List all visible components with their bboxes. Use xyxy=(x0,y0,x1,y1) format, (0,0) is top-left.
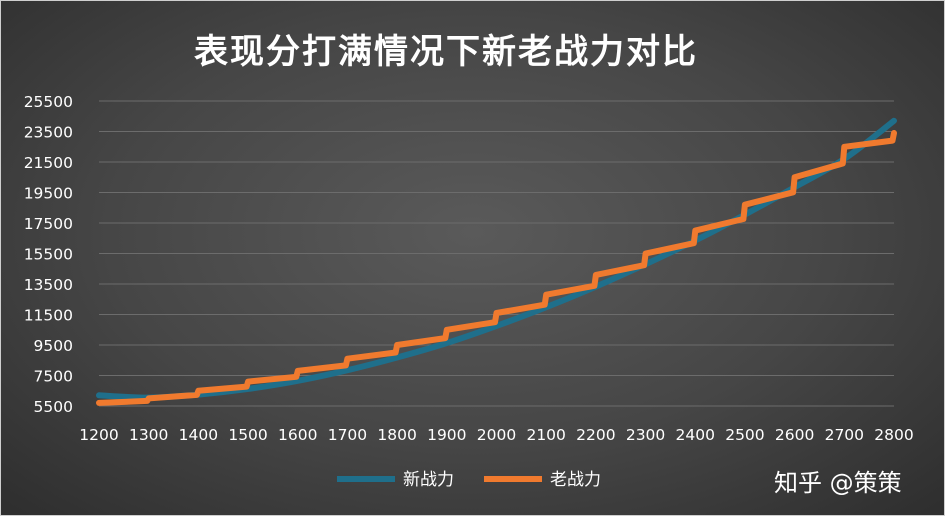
x-tick-label: 1300 xyxy=(129,426,168,444)
series-line-1 xyxy=(96,117,897,401)
legend-label: 老战力 xyxy=(550,470,601,490)
grid-lines xyxy=(99,100,894,407)
x-tick-label: 1600 xyxy=(278,426,317,444)
y-axis-ticks: 5500 7500 9500 11500 13500 15500 17500 19500 215… xyxy=(24,93,73,416)
y-tick-label: 5500 xyxy=(34,398,73,416)
x-axis-ticks: 1200 1300 1400 1500 1600 1700 1800 1900 2000 2100… xyxy=(79,426,913,444)
legend: 新战力 老战力 xyxy=(337,470,601,490)
series-line-2 xyxy=(96,130,897,406)
y-tick-label: 17500 xyxy=(24,215,73,233)
x-tick-label: 2600 xyxy=(775,426,814,444)
y-tick-label: 15500 xyxy=(24,246,73,264)
x-tick-label: 1700 xyxy=(328,426,367,444)
x-tick-label: 2200 xyxy=(576,426,615,444)
x-tick-label: 2800 xyxy=(874,426,913,444)
y-tick-label: 9500 xyxy=(34,337,73,355)
x-tick-label: 1800 xyxy=(377,426,416,444)
series-lines xyxy=(96,117,897,406)
y-tick-label: 11500 xyxy=(24,307,73,325)
watermark: 知乎 @策策 xyxy=(774,469,902,497)
x-tick-label: 1500 xyxy=(228,426,267,444)
y-tick-label: 23500 xyxy=(24,124,73,142)
y-tick-label: 21500 xyxy=(24,154,73,172)
y-tick-label: 25500 xyxy=(24,93,73,111)
y-tick-label: 13500 xyxy=(24,276,73,294)
x-tick-label: 2100 xyxy=(526,426,565,444)
x-tick-label: 2000 xyxy=(477,426,516,444)
y-tick-label: 19500 xyxy=(24,185,73,203)
x-tick-label: 1400 xyxy=(179,426,218,444)
x-tick-label: 2400 xyxy=(676,426,715,444)
x-tick-label: 1900 xyxy=(427,426,466,444)
x-tick-label: 2700 xyxy=(825,426,864,444)
legend-label: 新战力 xyxy=(403,470,454,490)
x-tick-label: 2300 xyxy=(626,426,665,444)
y-tick-label: 7500 xyxy=(34,368,73,386)
chart-title: 表现分打满情况下新老战力对比 xyxy=(194,32,698,72)
x-tick-label: 2500 xyxy=(725,426,764,444)
x-tick-label: 1200 xyxy=(79,426,118,444)
